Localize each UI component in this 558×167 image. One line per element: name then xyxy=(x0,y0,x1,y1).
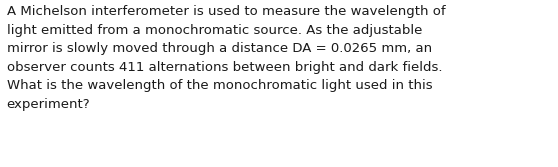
Text: A Michelson interferometer is used to measure the wavelength of
light emitted fr: A Michelson interferometer is used to me… xyxy=(7,5,445,111)
